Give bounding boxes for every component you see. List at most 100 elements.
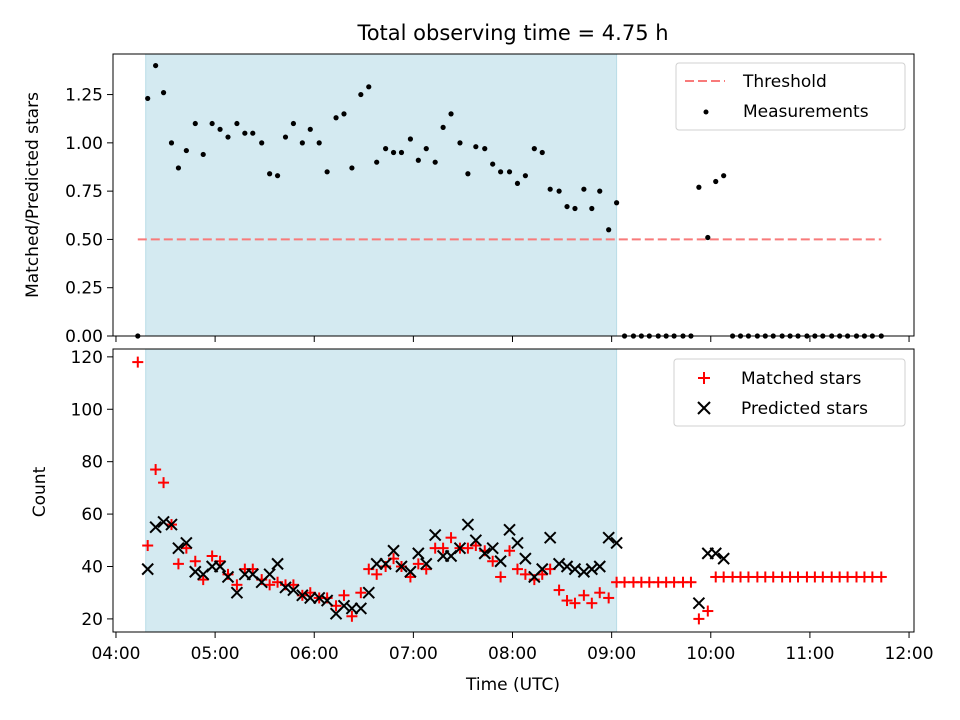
y-tick-label: 20: [81, 610, 103, 630]
matched-star-point: [470, 540, 482, 552]
measurement-point: [349, 165, 355, 171]
top-shaded-interval: [145, 53, 618, 337]
matched-star-point: [355, 587, 367, 599]
predicted-star-point: [560, 560, 574, 573]
bottom-shaded-interval: [145, 348, 618, 633]
measurement-point: [482, 146, 488, 152]
y-tick-label: 0.00: [65, 327, 103, 347]
predicted-stars-points: [141, 515, 730, 620]
matched-star-point: [264, 579, 276, 591]
x-tick-label: 12:00: [885, 644, 934, 664]
x-tick-label: 09:00: [587, 644, 636, 664]
matched-star-point: [445, 532, 457, 544]
predicted-star-point: [279, 581, 292, 594]
predicted-star-point: [345, 602, 359, 615]
bottom-x-axis-label: Time (UTC): [465, 675, 560, 695]
predicted-star-point: [395, 560, 408, 573]
figure-title: Total observing time = 4.75 h: [356, 21, 668, 45]
matched-star-point: [172, 558, 184, 570]
matched-star-point: [561, 595, 573, 607]
measurement-point: [581, 186, 587, 192]
predicted-star-point: [379, 557, 392, 571]
measurement-point: [160, 90, 167, 96]
predicted-star-point: [221, 570, 235, 584]
matched-star-point: [586, 597, 598, 609]
matched-star-point: [702, 605, 714, 617]
measurement-point: [498, 169, 504, 175]
measurement-point: [209, 120, 215, 127]
measurement-point: [316, 140, 322, 146]
matched-star-point: [132, 356, 144, 368]
matched-star-point: [875, 571, 887, 583]
predicted-star-point: [478, 547, 491, 560]
measurement-point: [597, 188, 603, 194]
matched-star-point: [462, 542, 474, 554]
measurement-point: [506, 169, 513, 175]
measurement-point: [290, 120, 297, 127]
predicted-star-point: [362, 586, 375, 599]
predicted-star-point: [461, 518, 475, 531]
predicted-star-point: [320, 594, 334, 607]
measurement-point: [696, 184, 702, 190]
matched-star-point: [519, 568, 531, 580]
predicted-star-point: [271, 557, 284, 571]
measurement-point: [250, 130, 256, 136]
predicted-star-point: [428, 528, 442, 542]
matched-star-point: [206, 550, 218, 562]
measurement-point: [145, 95, 151, 102]
predicted-star-point: [503, 523, 516, 537]
predicted-star-point: [412, 547, 425, 560]
legend-predicted-swatch: [697, 401, 711, 415]
measurement-point: [307, 126, 313, 132]
predicted-star-point: [263, 568, 276, 581]
top-legend: Threshold Measurements: [675, 62, 906, 131]
measurement-point: [168, 140, 175, 146]
predicted-star-point: [213, 560, 227, 573]
predicted-star-point: [577, 565, 591, 578]
measurement-point: [705, 234, 711, 241]
bottom-legend: Matched stars Predicted stars: [673, 358, 906, 427]
legend-matched-label: Matched stars: [741, 369, 861, 389]
measurement-point: [589, 205, 595, 212]
predicted-star-point: [602, 531, 615, 544]
y-tick-label: 1.00: [65, 134, 103, 154]
predicted-star-point: [494, 555, 507, 568]
predicted-star-point: [585, 562, 599, 576]
matched-star-point: [578, 589, 590, 601]
matched-star-point: [487, 555, 499, 567]
matched-star-point: [346, 610, 358, 622]
measurement-point: [242, 130, 248, 136]
predicted-star-point: [312, 591, 326, 605]
legend-predicted-label: Predicted stars: [741, 399, 868, 419]
predicted-star-point: [709, 547, 722, 560]
measurement-point: [175, 165, 182, 171]
matched-star-point: [231, 579, 243, 591]
measurement-point: [572, 205, 578, 212]
matched-star-point: [404, 571, 416, 583]
predicted-star-point: [469, 534, 483, 547]
predicted-star-point: [486, 541, 499, 555]
predicted-star-point: [141, 562, 154, 576]
predicted-star-point: [354, 602, 368, 615]
measurement-point: [333, 115, 339, 121]
bottom-axes-frame: [112, 348, 915, 633]
measurement-point: [390, 149, 397, 156]
measurement-point: [274, 173, 281, 179]
y-tick-label: 40: [81, 557, 103, 577]
measurement-point: [440, 124, 446, 130]
predicted-star-point: [692, 596, 706, 610]
legend-measurements-swatch: [703, 109, 709, 115]
matched-star-point: [511, 563, 523, 575]
predicted-star-point: [387, 544, 400, 557]
predicted-star-point: [519, 552, 532, 565]
predicted-star-point: [552, 557, 566, 571]
measurement-point: [473, 144, 479, 150]
x-tick-label: 06:00: [290, 644, 339, 664]
bottom-x-ticks: 04:00 05:00 06:00 07:00 08:00 09:00 10:00 11:00…: [91, 632, 934, 664]
y-tick-label: 0.50: [65, 230, 103, 250]
y-tick-label: 100: [71, 400, 103, 420]
matched-star-point: [685, 576, 697, 588]
x-tick-label: 05:00: [191, 644, 240, 664]
measurement-point: [200, 151, 206, 158]
measurement-point: [564, 203, 570, 210]
